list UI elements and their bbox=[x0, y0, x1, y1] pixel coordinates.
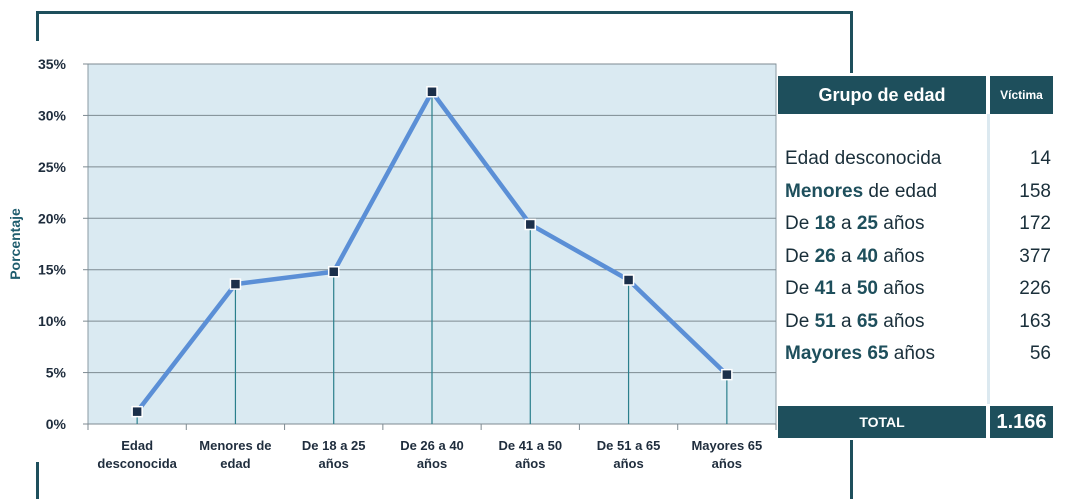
table-row-label: De 26 a 40 años bbox=[785, 245, 925, 267]
data-point-marker bbox=[131, 405, 143, 418]
table-header-label: Grupo de edad bbox=[778, 76, 986, 114]
x-category-label: De 26 a 40 años bbox=[400, 438, 464, 471]
x-category-label: De 51 a 65 años bbox=[597, 438, 661, 471]
table-row-label: De 18 a 25 años bbox=[785, 213, 925, 235]
table-row-label: Edad desconocida bbox=[785, 148, 942, 170]
y-tick-label: 15% bbox=[38, 262, 67, 278]
data-point-marker bbox=[426, 86, 438, 98]
data-point-marker bbox=[327, 266, 340, 278]
y-tick-label: 5% bbox=[46, 365, 67, 381]
table-total-value: 1.166 bbox=[990, 406, 1053, 438]
x-category-label: De 41 a 50 años bbox=[498, 438, 562, 471]
table-row-label: De 41 a 50 años bbox=[785, 278, 925, 300]
table-row-value: 163 bbox=[1019, 310, 1051, 332]
y-tick-label: 10% bbox=[38, 313, 67, 329]
table-row: Mayores 65 años 56 bbox=[785, 338, 1053, 371]
data-point-marker bbox=[721, 368, 733, 381]
table-row-label: De 51 a 65 años bbox=[785, 310, 925, 332]
table-row: De 18 a 25 años 172 bbox=[785, 208, 1053, 241]
table-row-value: 226 bbox=[1019, 278, 1051, 300]
table-row: Menores de edad 158 bbox=[785, 176, 1053, 209]
y-tick-label: 30% bbox=[38, 107, 67, 123]
data-point-marker bbox=[229, 278, 242, 290]
y-tick-label: 20% bbox=[38, 210, 67, 226]
table-row: De 41 a 50 años 226 bbox=[785, 273, 1053, 306]
table-total-label: TOTAL bbox=[778, 406, 986, 438]
frame-top-line bbox=[36, 11, 853, 14]
y-tick-label: 35% bbox=[38, 56, 67, 72]
x-category-label: Mayores 65 años bbox=[691, 438, 762, 471]
data-point-marker bbox=[524, 218, 537, 231]
x-category-label: Edad desconocida bbox=[97, 438, 177, 471]
age-group-line-chart: 0% 5% 10% 15% 20% 25% 30% 35% Porcentaje Edad desc… bbox=[7, 56, 777, 471]
table-row-label: Menores de edad bbox=[785, 180, 938, 202]
frame-right-line-top bbox=[850, 11, 853, 73]
table-row-value: 377 bbox=[1019, 245, 1051, 267]
x-category-label: Menores de edad bbox=[199, 438, 271, 471]
table-row-value: 14 bbox=[1029, 148, 1051, 170]
y-tick-label: 0% bbox=[46, 416, 67, 432]
frame-left-line-top bbox=[36, 11, 39, 41]
data-point-marker bbox=[622, 274, 635, 286]
frame-left-line-bottom bbox=[36, 462, 39, 499]
x-category-label: De 18 a 25 años bbox=[302, 438, 366, 471]
table-body: Edad desconocida 14 Menores de edad 158 De 1… bbox=[785, 143, 1053, 371]
table-row-value: 56 bbox=[1029, 343, 1051, 365]
table-header-value: Víctima bbox=[990, 76, 1053, 114]
table-row-value: 172 bbox=[1019, 213, 1051, 235]
y-axis-label: Porcentaje bbox=[7, 208, 23, 280]
y-tick-label: 25% bbox=[38, 159, 67, 175]
table-row: Edad desconocida 14 bbox=[785, 143, 1053, 176]
table-column-divider bbox=[987, 114, 990, 404]
table-row: De 51 a 65 años 163 bbox=[785, 306, 1053, 339]
table-row-value: 158 bbox=[1019, 180, 1051, 202]
table-row: De 26 a 40 años 377 bbox=[785, 241, 1053, 274]
frame-right-line-bottom bbox=[850, 440, 853, 499]
table-row-label: Mayores 65 años bbox=[785, 343, 935, 365]
